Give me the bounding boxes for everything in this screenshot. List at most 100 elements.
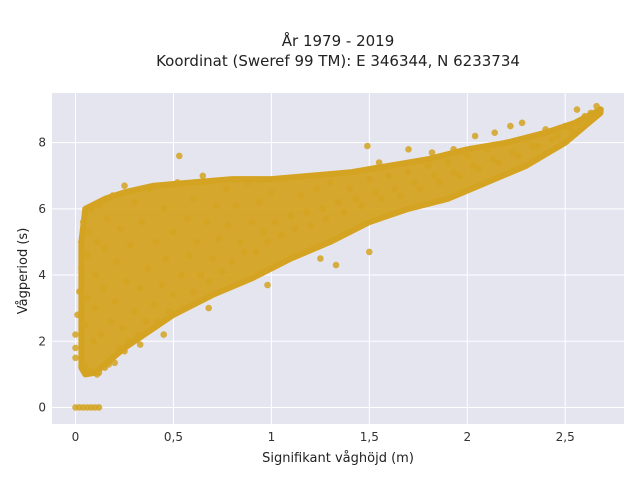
scatter-point: [84, 294, 91, 302]
scatter-point: [450, 169, 457, 176]
scatter-point: [225, 222, 232, 229]
scatter-point: [264, 281, 271, 289]
scatter-point: [232, 202, 240, 209]
scatter-point: [89, 338, 97, 345]
scatter-point: [495, 159, 502, 166]
x-tick-label: 0: [72, 430, 80, 444]
scatter-point: [444, 159, 452, 166]
scatter-point: [91, 271, 99, 279]
scatter-point: [117, 225, 124, 232]
scatter-point: [281, 175, 289, 183]
scatter-point: [567, 126, 575, 133]
scatter-point: [123, 278, 130, 286]
scatter-point: [587, 109, 594, 117]
scatter-point: [144, 265, 152, 272]
scatter-point: [223, 185, 230, 193]
scatter-point: [176, 152, 183, 160]
scatter-point: [303, 208, 311, 216]
scatter-point: [548, 136, 555, 143]
scatter-point: [119, 324, 126, 332]
scatter-point: [397, 192, 405, 199]
scatter-point: [138, 218, 146, 226]
y-tick-label: 4: [38, 268, 46, 282]
scatter-point: [93, 371, 101, 378]
point-cloud-band: [78, 106, 604, 378]
scatter-point: [87, 367, 95, 375]
scatter-point: [450, 146, 457, 153]
scatter-point: [364, 142, 371, 150]
scatter-point: [264, 238, 271, 246]
scatter-point: [244, 179, 252, 186]
scatter-point: [391, 185, 399, 193]
scatter-point: [291, 225, 299, 232]
scatter-point: [436, 179, 444, 186]
x-tick-label: 2: [463, 430, 471, 444]
x-tick-label: 2,5: [556, 430, 575, 444]
scatter-point: [317, 255, 324, 262]
scatter-point: [248, 218, 256, 226]
scatter-point: [76, 288, 83, 295]
scatter-point: [522, 136, 530, 143]
scatter-point: [346, 185, 354, 193]
scatter-point: [131, 198, 138, 206]
scatter-point: [160, 205, 167, 213]
scatter-point: [189, 195, 197, 203]
scatter-point: [352, 195, 359, 203]
scatter-point: [236, 238, 244, 246]
scatter-point: [228, 258, 236, 266]
scatter-point: [154, 318, 162, 325]
chart-title-line-1: År 1979 - 2019: [282, 31, 395, 50]
scatter-point: [87, 205, 95, 213]
scatter-point: [411, 179, 418, 186]
scatter-point: [150, 301, 158, 309]
scatter-point: [109, 192, 116, 199]
scatter-point: [101, 364, 109, 372]
scatter-point: [581, 112, 589, 120]
scatter-point: [127, 242, 134, 249]
scatter-point: [179, 304, 187, 312]
scatter-point: [573, 106, 581, 113]
scatter-point: [507, 122, 514, 130]
scatter-point: [322, 215, 330, 223]
scatter-point: [136, 285, 144, 292]
scatter-point: [158, 281, 165, 289]
scatter-point: [297, 192, 305, 199]
scatter-point: [136, 341, 144, 348]
scatter-point: [334, 198, 342, 206]
scatter-point: [209, 255, 216, 262]
y-tick-label: 2: [38, 334, 46, 348]
scatter-point: [366, 175, 373, 183]
scatter-point: [405, 146, 412, 153]
scatter-point: [456, 172, 463, 180]
scatter-point: [199, 172, 207, 180]
scatter-point: [93, 238, 101, 246]
scatter-point: [107, 318, 115, 325]
scatter-point: [103, 215, 111, 223]
scatter-point: [146, 185, 154, 193]
scatter-point: [268, 189, 275, 196]
scatter-point: [534, 142, 542, 150]
scatter-point: [72, 354, 79, 362]
scatter-point: [78, 238, 85, 246]
scatter-point: [358, 202, 365, 209]
scatter-point: [183, 215, 191, 223]
scatter-point: [405, 169, 412, 176]
scatter-point: [162, 255, 169, 262]
y-axis-label: Vågperiod (s): [16, 228, 31, 315]
scatter-point: [115, 344, 122, 352]
scatter-point: [240, 248, 248, 256]
scatter-point: [256, 198, 263, 206]
scatter-point: [430, 172, 438, 180]
scatter-point: [111, 298, 118, 305]
scatter-point: [491, 129, 499, 136]
scatter-point: [134, 331, 142, 338]
scatter-point: [469, 162, 477, 170]
scatter-point: [178, 271, 185, 279]
y-tick-label: 8: [38, 136, 46, 150]
y-tick-label: 0: [38, 400, 46, 414]
scatter-point: [428, 149, 436, 156]
scatter-point: [166, 308, 173, 315]
scatter-point: [197, 271, 205, 279]
scatter-point: [101, 245, 109, 252]
